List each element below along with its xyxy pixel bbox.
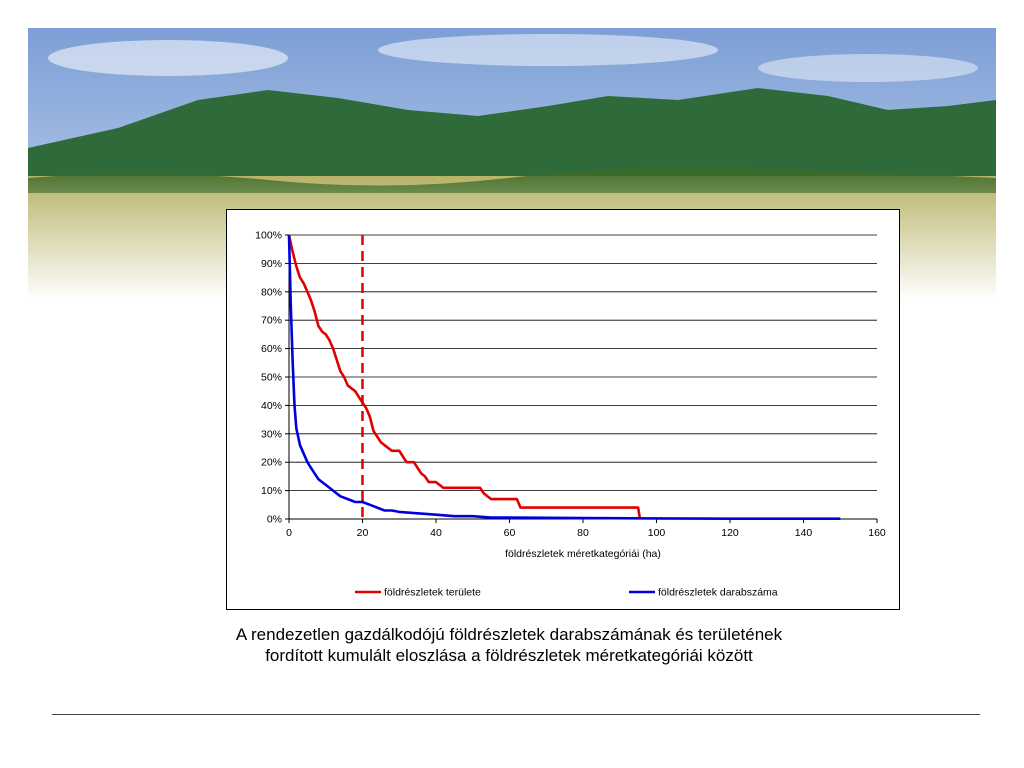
y-tick-label: 90% (261, 258, 282, 270)
bottom-divider (52, 714, 980, 715)
cloud (758, 54, 978, 82)
legend-label: földrészletek darabszáma (658, 587, 778, 599)
x-tick-label: 80 (577, 527, 589, 539)
series-line-area (287, 234, 642, 520)
x-tick-label: 160 (868, 527, 886, 539)
x-tick-label: 140 (795, 527, 813, 539)
x-axis-title: földrészletek méretkategóriái (ha) (505, 548, 661, 560)
caption-line-2: fordított kumulált eloszlása a földrészl… (265, 646, 753, 665)
series-line-count (287, 234, 841, 521)
chart: 0% 10% 20% 30% 40% 50% 60% 70% 80% 90% 100% 0 20 40 60… (255, 230, 886, 599)
x-tick-label: 40 (430, 527, 442, 539)
y-tick-label: 50% (261, 372, 282, 384)
y-tick-label: 20% (261, 457, 282, 469)
x-tick-label: 20 (357, 527, 369, 539)
legend-label: földrészletek területe (384, 587, 481, 599)
cloud (48, 40, 288, 76)
y-tick-label: 0% (267, 514, 282, 526)
x-tick-label: 60 (504, 527, 516, 539)
cloud (378, 34, 718, 66)
y-tick-label: 70% (261, 315, 282, 327)
grid-lines (289, 234, 877, 492)
y-tick-label: 40% (261, 400, 282, 412)
y-tick-label: 60% (261, 343, 282, 355)
axes (285, 234, 878, 523)
legend: földrészletek területe földrészletek dara… (355, 587, 778, 599)
y-tick-label: 30% (261, 428, 282, 440)
y-tick-label: 100% (255, 230, 282, 242)
x-tick-label: 120 (721, 527, 739, 539)
caption-line-1: A rendezetlen gazdálkodójú földrészletek… (235, 625, 783, 644)
tick-labels: 0% 10% 20% 30% 40% 50% 60% 70% 80% 90% 100% 0 20 40 60… (255, 230, 886, 540)
y-tick-label: 80% (261, 286, 282, 298)
series (287, 234, 841, 521)
chart-frame: 0% 10% 20% 30% 40% 50% 60% 70% 80% 90% 100% 0 20 40 60… (226, 209, 900, 610)
x-tick-label: 0 (286, 527, 292, 539)
caption: A rendezetlen gazdálkodójú földrészletek… (150, 624, 868, 666)
x-tick-label: 100 (648, 527, 666, 539)
y-tick-label: 10% (261, 485, 282, 497)
